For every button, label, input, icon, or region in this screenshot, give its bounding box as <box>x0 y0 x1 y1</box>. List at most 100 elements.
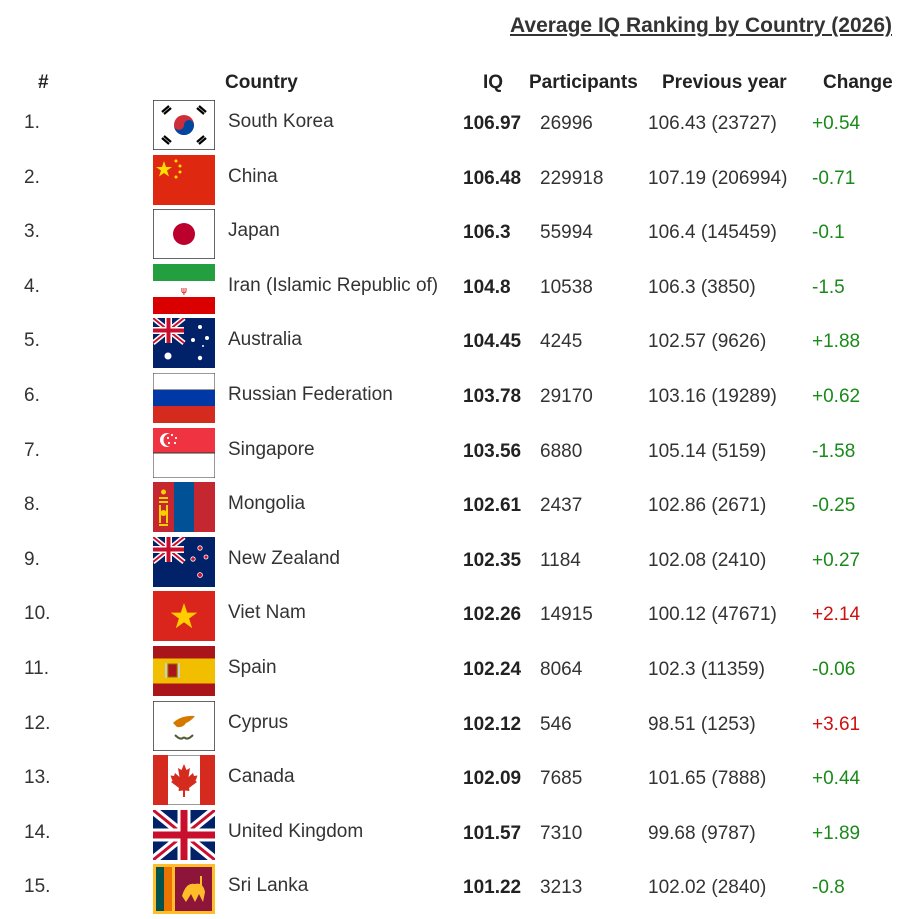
iq-score: 106.48 <box>463 167 522 189</box>
rank-number: 2. <box>24 166 40 188</box>
country-name: Sri Lanka <box>228 875 309 897</box>
previous-year-value: 102.3 (11359) <box>648 659 765 680</box>
iq-score: 102.26 <box>463 604 522 626</box>
change-value: -0.06 <box>812 659 856 680</box>
vietnam-flag-icon <box>153 591 215 642</box>
country-name: Japan <box>228 220 280 242</box>
table-row: 13. Canada 102.09 7685 101.65 (7888) +0.44 <box>0 754 922 808</box>
rank-number: 7. <box>24 439 40 461</box>
change-value: -0.71 <box>812 167 856 189</box>
previous-year-value: 106.3 (3850) <box>648 276 756 298</box>
table-row: 4. ψ Iran (Islamic Republic of) 104.8 10538 1… <box>0 263 922 317</box>
sri-lanka-flag-icon <box>153 864 215 915</box>
iq-score: 102.35 <box>463 549 522 571</box>
previous-year-value: 99.68 (9787) <box>648 822 756 844</box>
header-previous-year: Previous year <box>662 72 787 93</box>
participants-count: 7685 <box>540 768 583 790</box>
table-row: 14. United Kingdom 101.57 7310 99.68 (9787) +… <box>0 809 922 863</box>
iq-score: 101.57 <box>463 822 522 844</box>
japan-flag-icon <box>153 209 215 260</box>
rank-number: 3. <box>24 221 40 243</box>
iq-score: 103.78 <box>463 386 522 407</box>
iq-score: 106.97 <box>463 113 522 134</box>
cyprus-flag-icon <box>153 700 215 751</box>
header-country: Country <box>225 72 298 93</box>
header-rank: # <box>38 72 49 93</box>
change-value: -0.25 <box>812 495 856 517</box>
header-change: Change <box>823 72 893 93</box>
change-value: +0.54 <box>812 113 861 134</box>
iran-flag-icon: ψ <box>153 263 215 314</box>
previous-year-value: 105.14 (5159) <box>648 440 767 462</box>
country-name: United Kingdom <box>228 820 364 842</box>
change-value: -1.58 <box>812 440 856 462</box>
previous-year-value: 102.08 (2410) <box>648 549 767 571</box>
table-row: 9. New Zealand 102.35 1184 102.08 (2410) +0.2… <box>0 536 922 590</box>
previous-year-value: 100.12 (47671) <box>648 604 777 626</box>
table-row: 1. South Korea 106.97 26996 106.43 (23727) +0… <box>0 99 922 153</box>
participants-count: 29170 <box>540 386 593 407</box>
table-row: 11. Spain 102.24 8064 102.3 (11359) -0.06 <box>0 645 922 699</box>
participants-count: 14915 <box>540 604 593 626</box>
singapore-flag-icon <box>153 427 215 478</box>
iq-score: 104.45 <box>463 331 522 353</box>
united-kingdom-flag-icon <box>153 809 215 860</box>
participants-count: 3213 <box>540 877 583 899</box>
table-row: 8. Mongolia 102.61 2437 102.86 (2671) -0.25 <box>0 481 922 535</box>
participants-count: 26996 <box>540 113 593 134</box>
table-row: 10. Viet Nam 102.26 14915 100.12 (47671) +2.1… <box>0 590 922 644</box>
canada-flag-icon <box>153 755 215 806</box>
change-value: +2.14 <box>812 604 861 626</box>
participants-count: 4245 <box>540 331 583 353</box>
china-flag-icon <box>153 154 215 205</box>
country-name: Viet Nam <box>228 602 306 624</box>
previous-year-value: 101.65 (7888) <box>648 768 767 790</box>
change-value: +1.89 <box>812 822 861 844</box>
country-name: Cyprus <box>228 711 289 733</box>
country-name: South Korea <box>228 111 334 132</box>
table-row: 12. Cyprus 102.12 546 98.51 (1253) +3.61 <box>0 700 922 754</box>
rank-number: 4. <box>24 275 40 297</box>
previous-year-value: 98.51 (1253) <box>648 713 756 735</box>
change-value: +0.44 <box>812 768 861 790</box>
south-korea-flag-icon <box>153 100 215 150</box>
rank-number: 9. <box>24 548 40 570</box>
change-value: -0.1 <box>812 222 845 244</box>
change-value: -1.5 <box>812 276 845 298</box>
country-name: Mongolia <box>228 493 306 515</box>
rank-number: 14. <box>24 821 51 843</box>
change-value: +3.61 <box>812 713 861 735</box>
header-iq: IQ <box>483 72 504 93</box>
rank-number: 1. <box>24 112 40 133</box>
country-name: Australia <box>228 329 302 351</box>
table-row: 5. Australia 104.45 4245 102.57 (9626) +1.88 <box>0 317 922 371</box>
rank-number: 13. <box>24 767 51 789</box>
previous-year-value: 102.02 (2840) <box>648 877 767 899</box>
country-name: China <box>228 165 278 187</box>
previous-year-value: 103.16 (19289) <box>648 386 777 407</box>
change-value: +0.27 <box>812 549 861 571</box>
participants-count: 7310 <box>540 822 583 844</box>
header-participants: Participants <box>529 72 638 93</box>
country-name: Russian Federation <box>228 384 393 405</box>
australia-flag-icon <box>153 318 215 369</box>
iq-score: 103.56 <box>463 440 522 462</box>
country-name: Iran (Islamic Republic of) <box>228 274 439 296</box>
rank-number: 15. <box>24 876 51 898</box>
rank-number: 8. <box>24 494 40 516</box>
previous-year-value: 102.57 (9626) <box>648 331 767 353</box>
table-row: 6. Russian Federation 103.78 29170 103.16 (1… <box>0 372 922 426</box>
participants-count: 10538 <box>540 276 593 298</box>
country-name: Spain <box>228 657 277 678</box>
table-row: 7. Singapore 103.56 6880 105.14 (5159) -1.58 <box>0 427 922 481</box>
participants-count: 2437 <box>540 495 583 517</box>
rank-number: 5. <box>24 330 40 352</box>
svg-text:ψ: ψ <box>181 286 187 296</box>
iq-score: 104.8 <box>463 276 511 298</box>
participants-count: 55994 <box>540 222 593 244</box>
rank-number: 12. <box>24 712 51 734</box>
change-value: +0.62 <box>812 386 861 407</box>
previous-year-value: 102.86 (2671) <box>648 495 767 517</box>
iq-score: 102.09 <box>463 768 522 790</box>
participants-count: 546 <box>540 713 572 735</box>
